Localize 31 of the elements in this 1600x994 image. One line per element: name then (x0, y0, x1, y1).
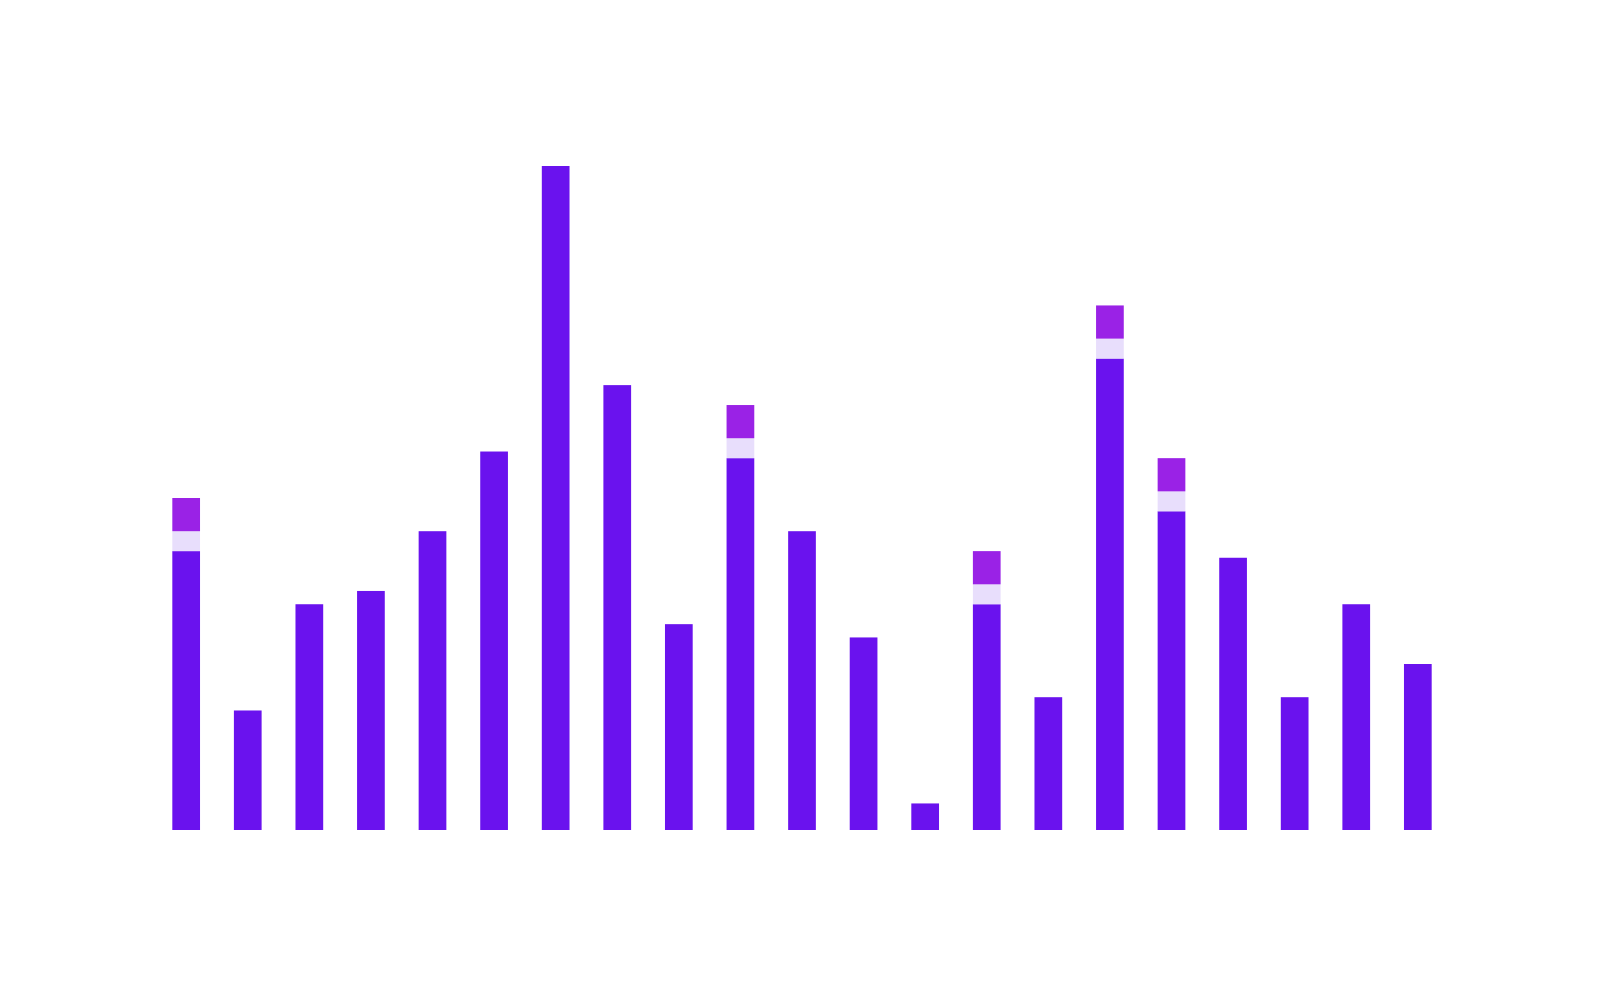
bar (541, 166, 570, 830)
bar (357, 590, 385, 830)
bar (972, 551, 1001, 585)
bar (295, 604, 324, 830)
bar (726, 405, 755, 439)
bar (233, 710, 262, 830)
bar (1157, 511, 1186, 830)
bar (972, 604, 1001, 830)
bar (1034, 697, 1063, 830)
bar (1342, 604, 1371, 830)
bar (911, 803, 940, 830)
bar (172, 551, 201, 830)
bar (1157, 458, 1186, 492)
bar (726, 438, 755, 459)
bar (726, 458, 755, 830)
bar (972, 584, 1001, 605)
bar (480, 451, 508, 830)
bar (788, 531, 816, 830)
bar (172, 498, 201, 532)
bar (1219, 557, 1247, 830)
bar (172, 531, 201, 552)
bar (1157, 491, 1186, 512)
bar (1096, 305, 1124, 339)
bar (1096, 338, 1124, 359)
bar (418, 531, 447, 830)
bar (664, 624, 693, 830)
bar (1280, 697, 1309, 830)
bar (603, 385, 632, 830)
bar (849, 637, 878, 830)
bar (1096, 358, 1124, 830)
bar (1403, 664, 1432, 830)
